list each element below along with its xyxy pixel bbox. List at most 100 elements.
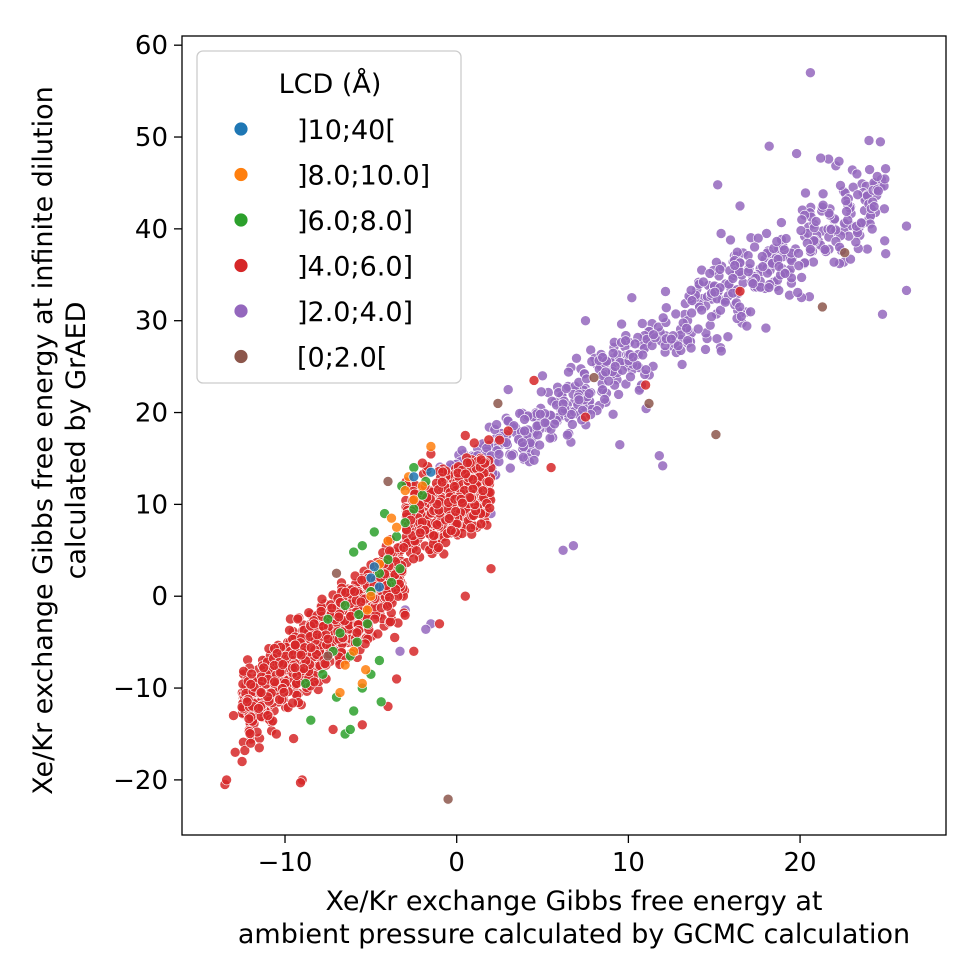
data-point — [365, 590, 377, 602]
data-point — [277, 659, 289, 670]
legend-label: ]2.0;4.0] — [297, 297, 413, 328]
data-point — [672, 340, 684, 352]
data-point — [665, 333, 677, 345]
data-point — [537, 370, 548, 382]
data-point — [773, 285, 785, 296]
data-point — [450, 506, 462, 517]
data-point — [356, 574, 368, 586]
data-point — [245, 678, 257, 690]
data-point — [502, 425, 514, 437]
y-tick-label: 20 — [135, 399, 168, 429]
data-point — [580, 411, 591, 423]
data-point — [901, 220, 912, 232]
data-point — [305, 714, 317, 726]
data-point — [715, 345, 727, 357]
data-point — [756, 251, 768, 262]
legend-marker — [233, 349, 249, 364]
data-point — [780, 233, 792, 244]
data-point — [243, 713, 255, 725]
data-point — [362, 604, 373, 616]
data-point — [749, 241, 760, 253]
data-point — [356, 678, 368, 689]
data-point — [229, 746, 241, 758]
data-point — [643, 398, 655, 409]
data-point — [483, 434, 495, 446]
series-4 — [394, 67, 912, 657]
data-point — [685, 284, 697, 296]
x-tick-label: 0 — [448, 848, 465, 878]
data-point — [269, 676, 280, 688]
legend: LCD (Å)]10;40[]8.0;10.0]]6.0;8.0]]4.0;6.… — [196, 50, 462, 384]
data-point — [808, 256, 819, 268]
data-point — [339, 659, 351, 671]
data-point — [287, 697, 298, 709]
data-point — [221, 774, 232, 786]
data-point — [778, 244, 790, 256]
y-tick-label: 30 — [135, 307, 168, 337]
data-point — [534, 408, 546, 420]
data-point — [445, 525, 457, 536]
data-point — [420, 623, 432, 635]
data-point — [344, 724, 356, 735]
data-point — [351, 627, 363, 639]
y-tick-label: −10 — [113, 674, 168, 704]
data-point — [374, 581, 385, 593]
data-point — [835, 180, 846, 191]
data-point — [322, 613, 334, 625]
data-point — [340, 587, 352, 598]
data-point — [492, 398, 504, 409]
data-point — [722, 331, 734, 343]
data-point — [467, 474, 479, 485]
data-point — [557, 405, 568, 417]
data-point — [637, 349, 649, 361]
data-point — [408, 503, 420, 515]
data-point — [725, 234, 736, 246]
data-point — [734, 301, 746, 313]
data-point — [459, 590, 471, 602]
data-point — [714, 264, 726, 275]
data-point — [712, 179, 724, 191]
data-point — [597, 384, 608, 396]
data-point — [653, 321, 664, 333]
y-tick-label: 10 — [135, 490, 168, 520]
data-point — [417, 457, 428, 469]
legend-label: ]8.0;10.0] — [297, 161, 430, 192]
data-point — [773, 261, 785, 272]
data-point — [771, 236, 783, 247]
data-point — [434, 618, 445, 630]
data-point — [704, 268, 716, 279]
data-point — [833, 156, 845, 167]
data-point — [871, 171, 883, 182]
data-point — [255, 687, 267, 698]
data-point — [483, 476, 495, 487]
data-point — [408, 645, 420, 657]
y-tick-label: 0 — [151, 582, 168, 612]
data-point — [817, 199, 829, 211]
data-point — [241, 696, 253, 708]
data-point — [761, 228, 772, 239]
data-point — [636, 318, 648, 329]
data-point — [560, 383, 572, 394]
data-point — [709, 286, 721, 298]
data-point — [428, 530, 440, 542]
data-point — [459, 430, 471, 441]
data-point — [326, 602, 338, 614]
data-point — [640, 364, 652, 376]
data-point — [805, 244, 816, 255]
data-point — [744, 258, 756, 269]
data-point — [657, 312, 669, 324]
data-point — [315, 605, 327, 617]
data-point — [603, 375, 615, 387]
data-point — [657, 460, 669, 472]
data-point — [349, 586, 360, 598]
data-point — [504, 462, 516, 474]
data-point — [776, 217, 787, 228]
data-point — [706, 311, 717, 323]
data-point — [828, 256, 840, 268]
data-point — [365, 572, 377, 584]
data-point — [626, 292, 638, 304]
data-point — [562, 429, 573, 441]
data-point — [398, 542, 410, 553]
data-point — [745, 306, 756, 318]
series-5 — [322, 247, 851, 805]
